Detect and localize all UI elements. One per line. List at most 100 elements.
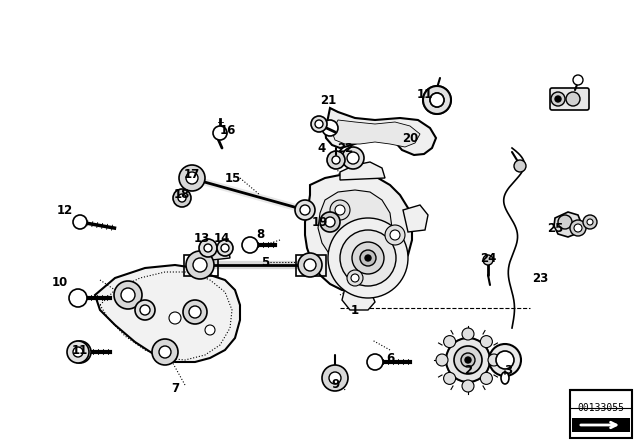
Text: 14: 14 xyxy=(214,232,230,245)
Circle shape xyxy=(73,215,87,229)
Ellipse shape xyxy=(501,372,509,384)
Text: 8: 8 xyxy=(256,228,264,241)
Circle shape xyxy=(385,225,405,245)
Circle shape xyxy=(462,328,474,340)
Circle shape xyxy=(574,224,582,232)
Text: 5: 5 xyxy=(261,255,269,268)
Circle shape xyxy=(242,237,258,253)
Circle shape xyxy=(186,172,198,184)
Circle shape xyxy=(221,244,229,252)
Circle shape xyxy=(315,120,323,128)
Circle shape xyxy=(179,165,205,191)
Text: 6: 6 xyxy=(386,352,394,365)
Circle shape xyxy=(73,347,83,357)
Circle shape xyxy=(430,93,444,107)
Circle shape xyxy=(335,205,345,215)
Circle shape xyxy=(328,218,408,298)
Text: 00133055: 00133055 xyxy=(577,403,625,413)
Text: 12: 12 xyxy=(57,203,73,216)
Circle shape xyxy=(365,255,371,261)
Text: 11: 11 xyxy=(72,344,88,357)
Circle shape xyxy=(205,325,215,335)
Circle shape xyxy=(199,239,217,257)
Circle shape xyxy=(551,92,565,106)
Circle shape xyxy=(295,200,315,220)
Circle shape xyxy=(587,219,593,225)
Text: 11: 11 xyxy=(417,89,433,102)
Circle shape xyxy=(444,336,456,348)
Circle shape xyxy=(566,92,580,106)
Text: 21: 21 xyxy=(320,94,336,107)
Circle shape xyxy=(332,156,340,164)
Polygon shape xyxy=(332,120,420,147)
Circle shape xyxy=(462,380,474,392)
Circle shape xyxy=(430,93,444,107)
Circle shape xyxy=(483,255,493,265)
Circle shape xyxy=(178,194,186,202)
Circle shape xyxy=(159,346,171,358)
Circle shape xyxy=(347,270,363,286)
Circle shape xyxy=(446,338,490,382)
Text: 18: 18 xyxy=(174,189,190,202)
Circle shape xyxy=(514,160,526,172)
Text: 3: 3 xyxy=(504,363,512,376)
Text: 13: 13 xyxy=(194,232,210,245)
Bar xyxy=(570,390,632,438)
Text: 24: 24 xyxy=(480,251,496,264)
Polygon shape xyxy=(403,205,428,232)
Circle shape xyxy=(436,354,448,366)
FancyBboxPatch shape xyxy=(550,88,589,110)
Circle shape xyxy=(322,120,338,136)
Circle shape xyxy=(320,212,340,232)
Circle shape xyxy=(423,86,451,114)
Text: 23: 23 xyxy=(532,271,548,284)
Circle shape xyxy=(367,354,383,370)
Circle shape xyxy=(573,75,583,85)
Circle shape xyxy=(213,126,227,140)
Text: 10: 10 xyxy=(52,276,68,289)
Polygon shape xyxy=(340,162,385,180)
Circle shape xyxy=(322,365,348,391)
Circle shape xyxy=(67,341,89,363)
Text: 15: 15 xyxy=(225,172,241,185)
Circle shape xyxy=(390,230,400,240)
Circle shape xyxy=(488,354,500,366)
Circle shape xyxy=(173,189,191,207)
Circle shape xyxy=(555,96,561,102)
Circle shape xyxy=(300,205,310,215)
Circle shape xyxy=(121,288,135,302)
Circle shape xyxy=(140,305,150,315)
Circle shape xyxy=(298,253,322,277)
Text: 7: 7 xyxy=(171,382,179,395)
Circle shape xyxy=(423,86,451,114)
Text: 9: 9 xyxy=(331,379,339,392)
Polygon shape xyxy=(554,212,582,237)
Circle shape xyxy=(340,230,396,286)
Circle shape xyxy=(189,306,201,318)
Circle shape xyxy=(69,289,87,307)
Circle shape xyxy=(558,215,572,229)
Polygon shape xyxy=(95,265,240,362)
Circle shape xyxy=(461,353,475,367)
Text: 16: 16 xyxy=(220,124,236,137)
Circle shape xyxy=(583,215,597,229)
Text: 19: 19 xyxy=(312,215,328,228)
Circle shape xyxy=(329,372,341,384)
Circle shape xyxy=(481,336,492,348)
Polygon shape xyxy=(318,190,392,265)
Circle shape xyxy=(330,200,350,220)
Circle shape xyxy=(186,251,214,279)
Circle shape xyxy=(496,351,514,369)
Text: 1: 1 xyxy=(351,303,359,316)
Text: 2: 2 xyxy=(464,363,472,376)
Circle shape xyxy=(325,217,335,227)
Circle shape xyxy=(360,250,376,266)
Text: 20: 20 xyxy=(402,132,418,145)
Circle shape xyxy=(183,300,207,324)
Circle shape xyxy=(69,341,91,363)
Polygon shape xyxy=(210,245,230,260)
Circle shape xyxy=(351,274,359,282)
Circle shape xyxy=(204,244,212,252)
Circle shape xyxy=(193,258,207,272)
Polygon shape xyxy=(342,288,375,310)
